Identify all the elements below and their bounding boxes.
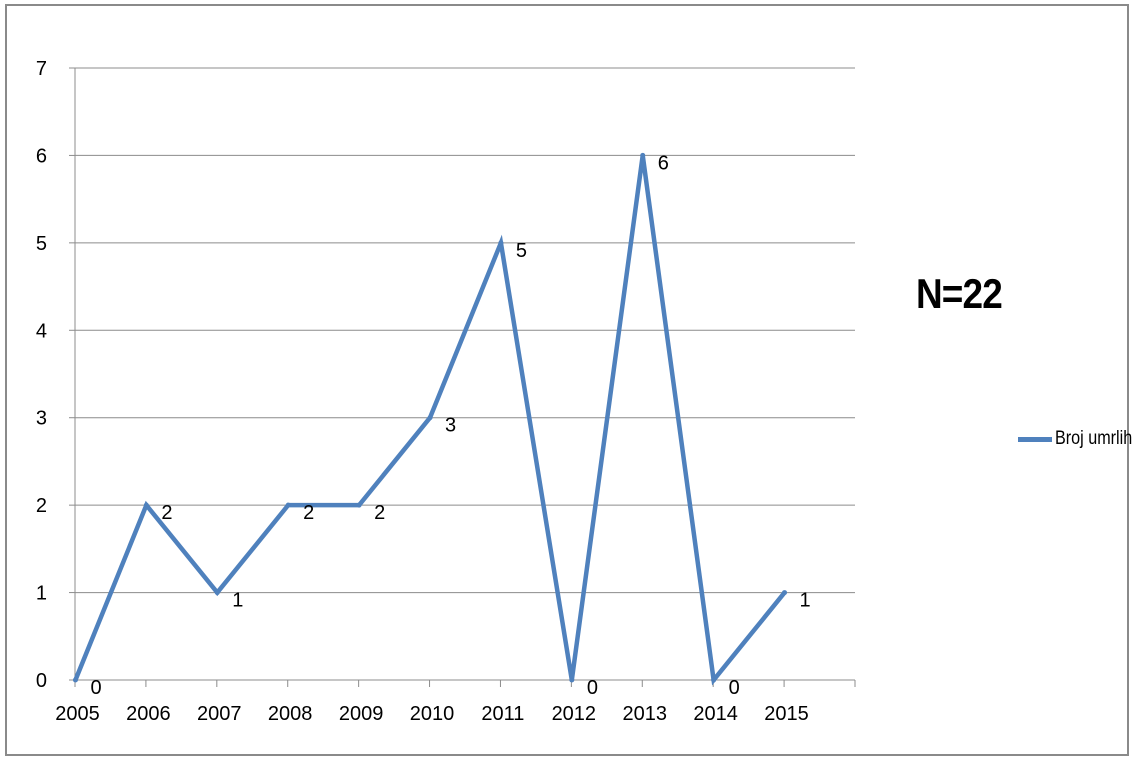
data-label: 0 xyxy=(90,677,101,699)
x-tick-label: 2007 xyxy=(197,703,242,725)
data-point xyxy=(498,240,504,246)
y-tick-label: 0 xyxy=(36,670,47,692)
data-label: 0 xyxy=(729,677,740,699)
y-tick-label: 4 xyxy=(36,320,47,342)
data-point xyxy=(356,502,362,508)
x-tick-label: 2015 xyxy=(764,703,809,725)
data-label: 2 xyxy=(161,502,172,524)
data-point xyxy=(143,502,149,508)
data-label: 2 xyxy=(303,502,314,524)
data-label: 3 xyxy=(445,415,456,437)
data-point xyxy=(72,677,78,683)
data-point xyxy=(285,502,291,508)
x-tick-label: 2012 xyxy=(552,703,597,725)
data-label: 2 xyxy=(374,502,385,524)
x-tick-label: 2011 xyxy=(481,703,524,725)
y-tick-label: 5 xyxy=(36,233,47,255)
data-label: 1 xyxy=(232,590,243,612)
chart-frame xyxy=(5,4,1129,756)
legend-swatch xyxy=(1018,436,1052,442)
y-tick-label: 1 xyxy=(36,583,47,605)
data-point xyxy=(569,677,575,683)
data-label: 6 xyxy=(658,152,669,174)
x-tick-label: 2006 xyxy=(126,703,171,725)
x-tick-label: 2005 xyxy=(55,703,100,725)
legend-label: Broj umrlih xyxy=(1055,428,1133,449)
data-point xyxy=(214,590,220,596)
data-point xyxy=(782,590,788,596)
x-tick-label: 2013 xyxy=(622,703,667,725)
y-tick-label: 6 xyxy=(36,145,47,167)
data-point xyxy=(711,677,717,683)
y-tick-label: 2 xyxy=(36,495,47,517)
x-tick-label: 2008 xyxy=(268,703,313,725)
data-point xyxy=(427,415,433,421)
x-tick-label: 2014 xyxy=(693,703,738,725)
x-tick-label: 2009 xyxy=(339,703,384,725)
data-label: 5 xyxy=(516,240,527,262)
legend: Broj umrlih xyxy=(1018,428,1135,450)
y-tick-label: 7 xyxy=(36,58,47,80)
data-point xyxy=(640,152,646,158)
y-tick-label: 3 xyxy=(36,408,47,430)
sample-size-annotation: N=22 xyxy=(916,270,1003,317)
data-label: 1 xyxy=(800,590,811,612)
x-tick-label: 2010 xyxy=(410,703,455,725)
data-label: 0 xyxy=(587,677,598,699)
